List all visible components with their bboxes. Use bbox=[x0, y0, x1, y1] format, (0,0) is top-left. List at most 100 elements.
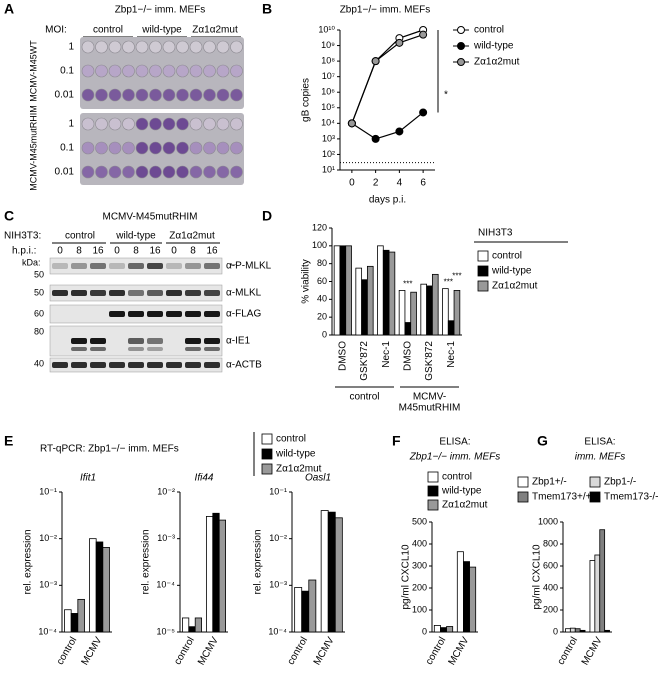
y-axis-label: pg/ml CXCL10 bbox=[532, 544, 543, 609]
bar bbox=[327, 511, 336, 633]
legend-label: wild-type bbox=[275, 449, 316, 460]
y-tick-label: 500 bbox=[412, 516, 427, 526]
x-tick-label: control bbox=[172, 635, 197, 666]
blot-band bbox=[90, 290, 106, 296]
bar bbox=[433, 625, 441, 633]
well bbox=[95, 117, 108, 131]
legend-label: control bbox=[442, 472, 472, 483]
bar bbox=[333, 245, 341, 336]
legend-label: Zbp1+/- bbox=[532, 477, 567, 488]
chart-title: ELISA: bbox=[439, 437, 470, 448]
legend-label: Tmem173-/- bbox=[604, 492, 658, 503]
bar bbox=[366, 265, 374, 336]
y-tick-label: 10⁻³ bbox=[157, 533, 175, 543]
y-axis-label: gB copies bbox=[301, 78, 312, 122]
well bbox=[81, 165, 95, 179]
y-tick-label: 0 bbox=[422, 626, 427, 636]
y-tick-label: 10¹ bbox=[322, 164, 335, 174]
bar bbox=[589, 560, 596, 633]
blot-band bbox=[71, 290, 87, 296]
well bbox=[176, 141, 189, 155]
blot-label: α-IE1 bbox=[226, 336, 251, 347]
panel-letter: D bbox=[262, 208, 272, 224]
blot-band bbox=[185, 290, 201, 296]
y-tick-label: 10⁻³ bbox=[269, 580, 287, 590]
well bbox=[216, 141, 230, 155]
well bbox=[95, 64, 108, 78]
group-label: MCMV- bbox=[413, 392, 446, 403]
well bbox=[135, 64, 149, 78]
blot-band bbox=[147, 347, 163, 351]
bar bbox=[95, 541, 104, 633]
well bbox=[149, 88, 162, 102]
well bbox=[81, 88, 95, 102]
legend-label: control bbox=[474, 25, 504, 36]
x-tick-label: Nec-1 bbox=[381, 341, 392, 368]
legend-swatch bbox=[589, 491, 601, 503]
y-tick-label: 20 bbox=[317, 312, 327, 322]
y-tick-label: 10⁻¹ bbox=[39, 486, 57, 496]
bar bbox=[205, 516, 214, 633]
marker-label: 40 bbox=[34, 358, 44, 368]
legend-label: Zα1α2mut bbox=[276, 464, 322, 475]
y-tick-label: 10⁻⁴ bbox=[156, 580, 175, 590]
well bbox=[162, 64, 176, 78]
bar bbox=[574, 628, 581, 633]
y-tick-label: 10⁶ bbox=[321, 87, 335, 97]
x-tick-label: GSK'872 bbox=[359, 341, 370, 381]
well bbox=[95, 141, 108, 155]
point bbox=[419, 108, 428, 117]
y-tick-label: 100 bbox=[412, 604, 427, 614]
blot-band bbox=[109, 263, 125, 269]
y-tick-label: 80 bbox=[317, 258, 327, 268]
y-tick-label: 10⁹ bbox=[321, 40, 335, 50]
well bbox=[203, 141, 216, 155]
well bbox=[108, 141, 122, 155]
y-tick-label: 10¹⁰ bbox=[318, 24, 335, 34]
point bbox=[395, 38, 404, 47]
well bbox=[230, 40, 243, 54]
legend-swatch bbox=[517, 476, 529, 488]
well bbox=[108, 64, 122, 78]
cell-label: NIH3T3: bbox=[4, 231, 41, 242]
blot-band bbox=[128, 290, 144, 296]
blot-band bbox=[128, 347, 144, 351]
series-line bbox=[351, 29, 424, 124]
legend-marker bbox=[457, 42, 465, 50]
y-tick-label: 10³ bbox=[322, 133, 335, 143]
well bbox=[135, 88, 149, 102]
x-tick-label: control bbox=[286, 635, 311, 666]
bar bbox=[404, 322, 412, 336]
hpi-value: 8 bbox=[76, 246, 82, 257]
blot-label: α-P-MLKL bbox=[226, 261, 272, 272]
y-axis-label: pg/ml CXCL10 bbox=[401, 544, 412, 609]
well bbox=[230, 64, 243, 78]
blot-band bbox=[90, 362, 106, 368]
bar bbox=[382, 249, 390, 336]
legend-label: Tmem173+/+ bbox=[532, 492, 592, 503]
well bbox=[162, 88, 176, 102]
bar bbox=[339, 245, 347, 336]
panel-letter: B bbox=[262, 1, 272, 17]
well bbox=[203, 165, 216, 179]
well bbox=[230, 88, 243, 102]
blot-band bbox=[147, 311, 163, 317]
legend-title: NIH3T3 bbox=[478, 228, 513, 239]
blot-band bbox=[128, 362, 144, 368]
bar bbox=[218, 519, 226, 633]
annotation: *** bbox=[452, 272, 461, 281]
panel-title: MCMV-M45mutRHIM bbox=[102, 212, 197, 223]
x-tick-label: Nec-1 bbox=[446, 341, 457, 368]
y-tick-label: 10⁻⁴ bbox=[268, 626, 287, 636]
moi-label: MOI: bbox=[45, 25, 67, 36]
bar bbox=[456, 551, 464, 633]
bar bbox=[594, 554, 601, 633]
y-tick-label: 200 bbox=[412, 582, 427, 592]
chart-subtitle: Oasl1 bbox=[305, 473, 331, 484]
bar bbox=[579, 629, 586, 633]
hpi-label: h.p.i.: bbox=[12, 246, 36, 257]
y-tick-label: 0 bbox=[322, 329, 327, 339]
well bbox=[149, 40, 162, 54]
marker-label: 50 bbox=[34, 287, 44, 297]
well bbox=[95, 40, 108, 54]
